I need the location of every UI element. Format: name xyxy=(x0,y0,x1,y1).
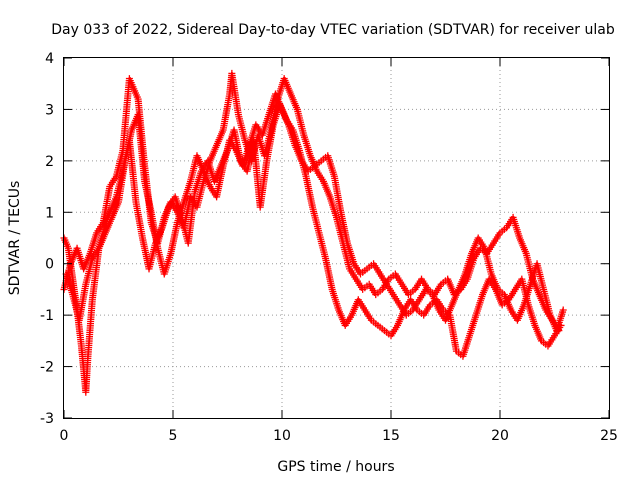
x-tick-label: 15 xyxy=(382,428,400,444)
y-tick-label: 4 xyxy=(45,51,54,67)
x-tick-label: 5 xyxy=(169,428,178,444)
x-tick-label: 20 xyxy=(491,428,509,444)
data-points xyxy=(60,69,567,396)
x-tick-label: 10 xyxy=(273,428,291,444)
grid xyxy=(64,58,609,418)
x-tick-label: 0 xyxy=(60,428,69,444)
plot-frame xyxy=(63,57,610,419)
chart-title: Day 033 of 2022, Sidereal Day-to-day VTE… xyxy=(51,22,615,38)
y-axis-label: SDTVAR / TECUs xyxy=(7,181,23,296)
data-point xyxy=(559,306,567,314)
y-tick-label: 3 xyxy=(45,102,54,118)
y-tick-label: -2 xyxy=(40,360,54,376)
y-tick-label: -3 xyxy=(40,411,54,427)
y-tick-label: 0 xyxy=(45,257,54,273)
axis-ticks: 0 5 10 15 20 25 -3 -2 -1 0 1 2 3 4 xyxy=(40,51,618,444)
x-tick-label: 25 xyxy=(600,428,618,444)
y-tick-label: -1 xyxy=(40,308,54,324)
y-tick-label: 1 xyxy=(45,205,54,221)
y-tick-label: 2 xyxy=(45,154,54,170)
x-axis-label: GPS time / hours xyxy=(277,459,394,475)
